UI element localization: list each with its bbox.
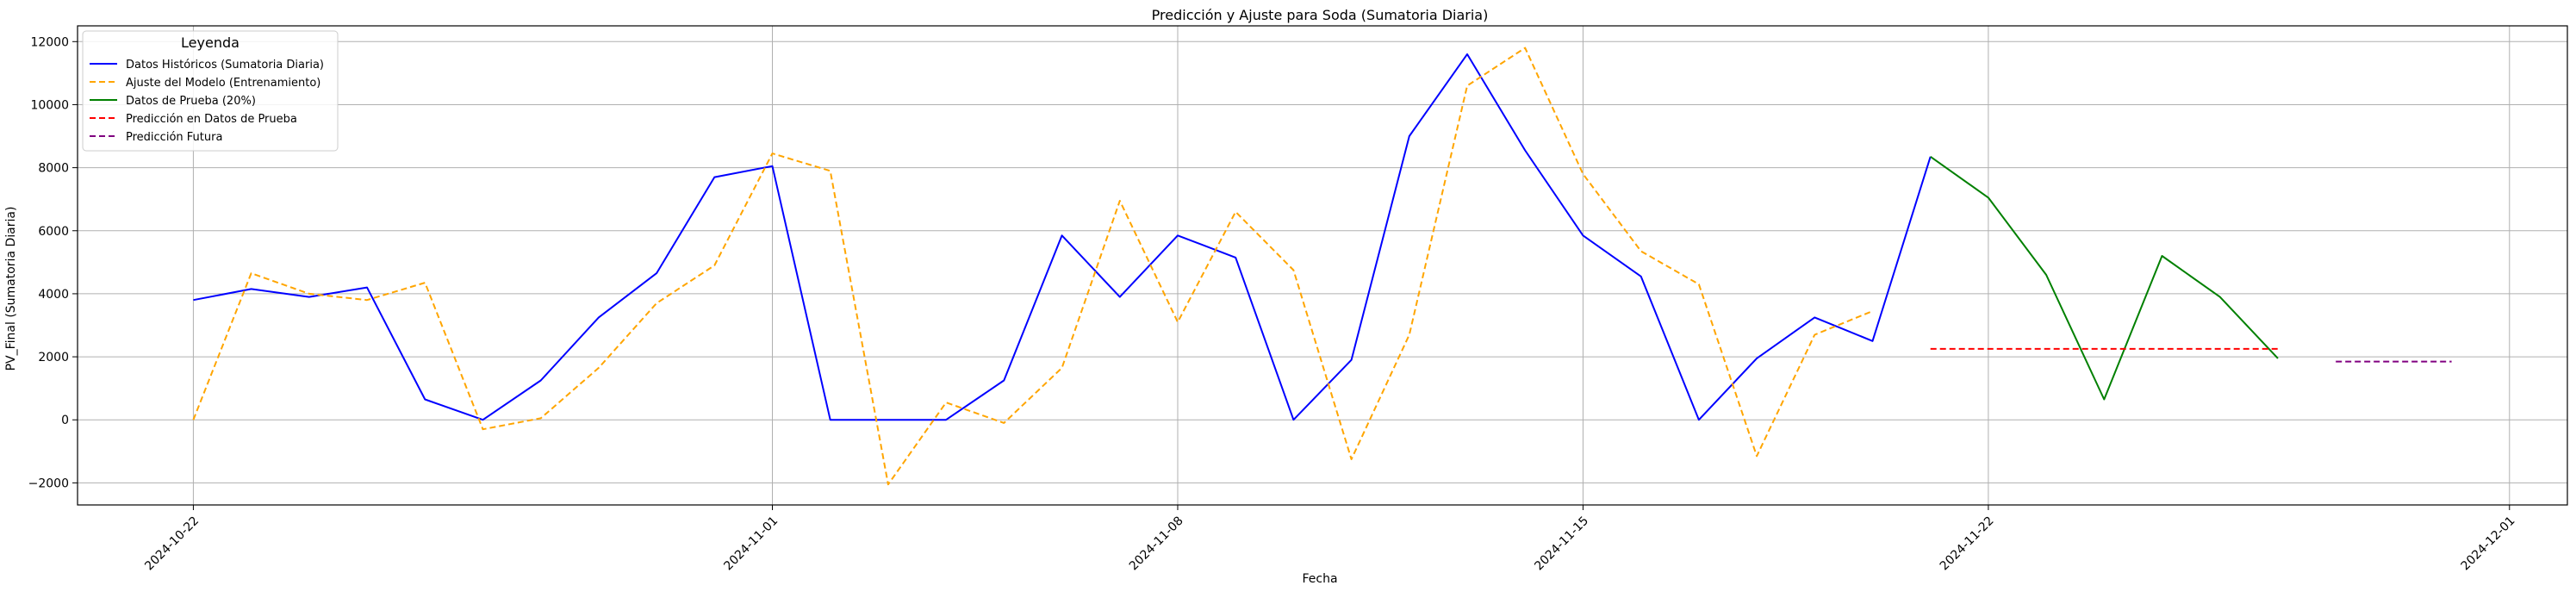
x-tick-label: 2024-11-08 [1127, 514, 1186, 573]
plot-frame [77, 25, 2568, 506]
y-tick-label: −2000 [28, 477, 69, 490]
legend-entry: Ajuste del Modelo (Entrenamiento) [126, 77, 320, 90]
y-tick-label: 0 [61, 414, 69, 427]
legend-entry: Datos de Prueba (20%) [126, 95, 256, 108]
grid-layer [78, 26, 2567, 505]
legend-entry: Predicción Futura [126, 131, 222, 144]
x-tick-label: 2024-10-22 [142, 514, 202, 573]
y-axis-label: PV_Final (Sumatoria Diaria) [4, 207, 18, 371]
legend-box [82, 30, 339, 152]
y-tick-label: 6000 [38, 225, 69, 239]
series-line-2 [192, 47, 1873, 486]
y-tick-label: 2000 [38, 351, 69, 364]
chart-title: Predicción y Ajuste para Soda (Sumatoria… [1152, 7, 1489, 23]
series-line-3 [1930, 155, 2279, 401]
legend: Leyenda Datos Históricos (Sumatoria Diari… [82, 30, 339, 152]
x-tick-label: 2024-12-01 [2459, 514, 2518, 573]
y-tick-label: 4000 [38, 288, 69, 302]
axes-layer: 2024-10-22 2024-11-01 2024-11-08 2024-11-15… [28, 25, 2568, 573]
x-axis-label: Fecha [1302, 572, 1337, 586]
series-layer [192, 47, 2452, 486]
legend-title: Leyenda [181, 34, 240, 51]
x-tick-label: 2024-11-01 [721, 514, 781, 573]
legend-entry: Predicción en Datos de Prueba [126, 113, 297, 126]
series-line-1 [193, 53, 1932, 421]
legend-entry: Datos Históricos (Sumatoria Diaria) [126, 59, 324, 72]
y-tick-label: 10000 [30, 98, 69, 112]
x-tick-label: 2024-11-22 [1938, 514, 1997, 573]
x-tick-label: 2024-11-15 [1532, 514, 1591, 573]
y-tick-label: 8000 [38, 162, 69, 176]
y-tick-label: 12000 [30, 35, 69, 49]
